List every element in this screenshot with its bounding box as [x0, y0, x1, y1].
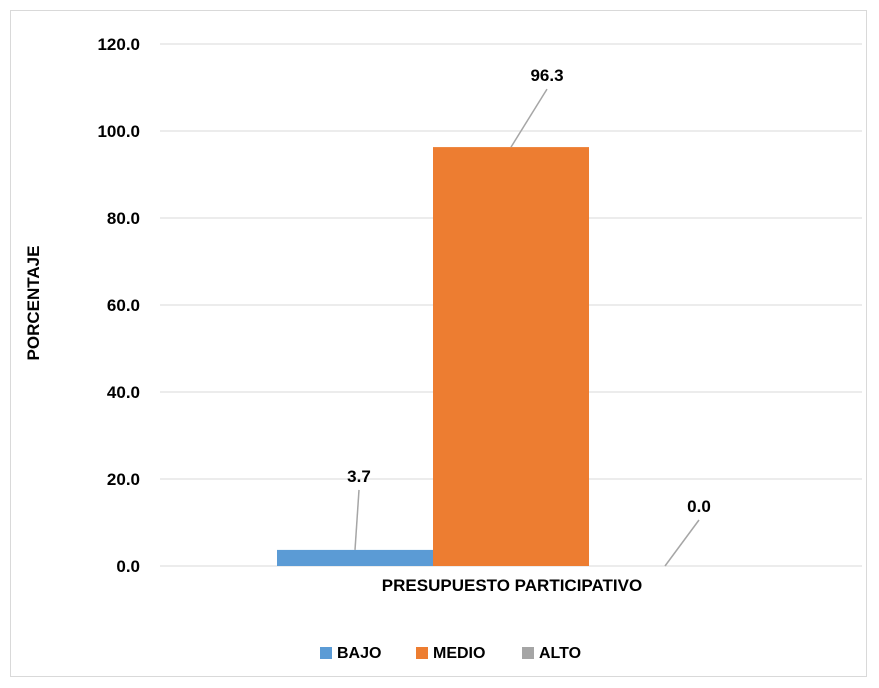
- y-tick-label: 100.0: [97, 122, 140, 141]
- x-axis-title: PRESUPUESTO PARTICIPATIVO: [382, 576, 642, 595]
- legend-swatch-medio: [416, 647, 428, 659]
- legend-label-alto: ALTO: [539, 645, 581, 662]
- bar-medio: [433, 147, 589, 566]
- y-tick-label: 120.0: [97, 35, 140, 54]
- data-label-medio: 96.3: [530, 66, 563, 85]
- legend-swatch-bajo: [320, 647, 332, 659]
- leader-line-medio: [510, 88, 548, 148]
- bar-bajo: [277, 549, 433, 566]
- bars: [277, 147, 589, 566]
- data-label-alto: 0.0: [687, 497, 711, 516]
- y-tick-label: 0.0: [116, 557, 140, 576]
- y-tick-label: 40.0: [107, 383, 140, 402]
- y-tick-label: 60.0: [107, 296, 140, 315]
- y-tick-label: 80.0: [107, 209, 140, 228]
- y-axis-title: PORCENTAJE: [24, 246, 43, 361]
- data-labels: 3.7 96.3 0.0: [347, 66, 711, 567]
- data-label-bajo: 3.7: [347, 467, 371, 486]
- legend-label-medio: MEDIO: [433, 645, 485, 662]
- y-tick-label: 20.0: [107, 470, 140, 489]
- leader-line-bajo: [354, 489, 360, 550]
- legend: BAJO MEDIO ALTO: [320, 645, 581, 662]
- legend-label-bajo: BAJO: [337, 645, 381, 662]
- y-axis-ticks: 0.0 20.0 40.0 60.0 80.0 100.0 120.0: [97, 35, 140, 576]
- legend-swatch-alto: [522, 647, 534, 659]
- leader-line-alto: [664, 519, 700, 567]
